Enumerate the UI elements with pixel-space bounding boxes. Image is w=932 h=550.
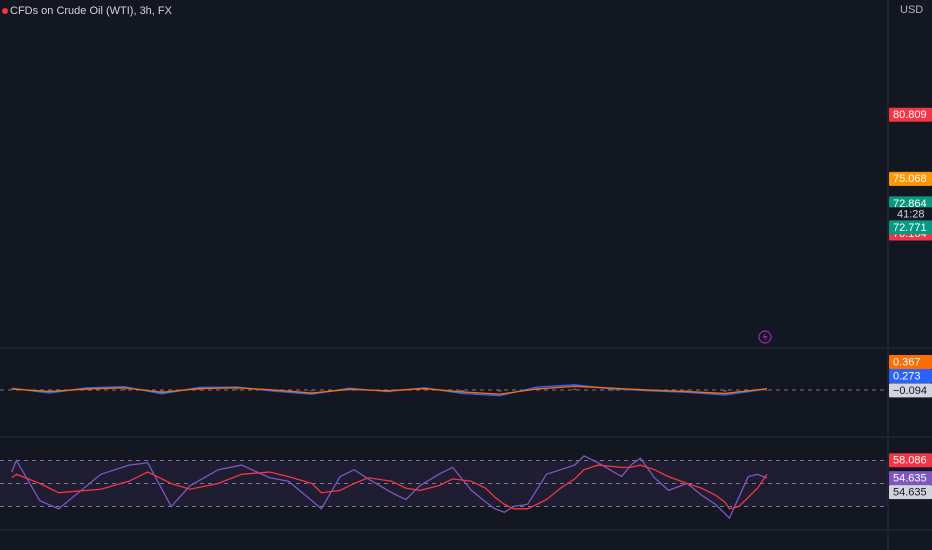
current-price-label-box: [889, 196, 932, 211]
histogram-bar: [197, 388, 202, 391]
last-value-label: 0.273: [893, 370, 921, 382]
level-label: 75.068: [893, 173, 927, 185]
last-value-label: 0.367: [893, 356, 921, 368]
histogram-bar: [722, 390, 727, 392]
histogram-bar: [47, 390, 52, 392]
current-price-label: 72.864: [893, 198, 927, 210]
last-value-label-box: [889, 471, 932, 486]
histogram-bar: [122, 388, 127, 391]
indicator-line: [11, 455, 768, 520]
histogram-bar: [460, 390, 465, 392]
last-value-label-box: [889, 485, 932, 500]
price-label: 72.771: [893, 222, 927, 234]
histogram-bar: [497, 390, 502, 392]
histogram-bar: [9, 389, 14, 391]
last-value-label: 58.086: [893, 455, 927, 467]
bolt-icon[interactable]: [758, 330, 772, 344]
histogram-bar: [764, 390, 769, 391]
last-value-label-box: [889, 453, 932, 468]
last-value-label: −0.094: [893, 385, 927, 397]
marks: [0, 384, 888, 520]
histogram-bar: [422, 389, 427, 391]
currency: USD: [900, 4, 923, 16]
last-value-label: 54.635: [893, 487, 927, 499]
symbol-icon: [2, 8, 8, 14]
histogram-bar: [309, 390, 314, 392]
level-label: 80.809: [893, 109, 927, 121]
histogram-bar: [234, 389, 239, 391]
axes: 80.80975.06870.16472.86441:2872.7710.367…: [889, 107, 932, 500]
indicator-line: [11, 464, 768, 510]
histogram-bar: [572, 388, 577, 391]
last-value-label: 54.635: [893, 473, 927, 485]
histogram-bar: [159, 390, 164, 392]
last-value-label-box: [889, 383, 932, 398]
last-value-label-box: [889, 369, 932, 383]
countdown-box: [889, 207, 932, 221]
chart-title: CFDs on Crude Oil (WTI), 3h, FX: [10, 5, 173, 17]
histogram-bar: [610, 390, 615, 391]
bolt-glyph: [762, 332, 768, 342]
level-label-box: [889, 171, 932, 186]
countdown: 41:28: [897, 208, 925, 220]
last-value-label-box: [889, 355, 932, 369]
histogram-bar: [685, 390, 690, 391]
indicator-line: [11, 385, 768, 395]
level-label-box: [889, 107, 932, 122]
price-label-box: [889, 220, 932, 235]
